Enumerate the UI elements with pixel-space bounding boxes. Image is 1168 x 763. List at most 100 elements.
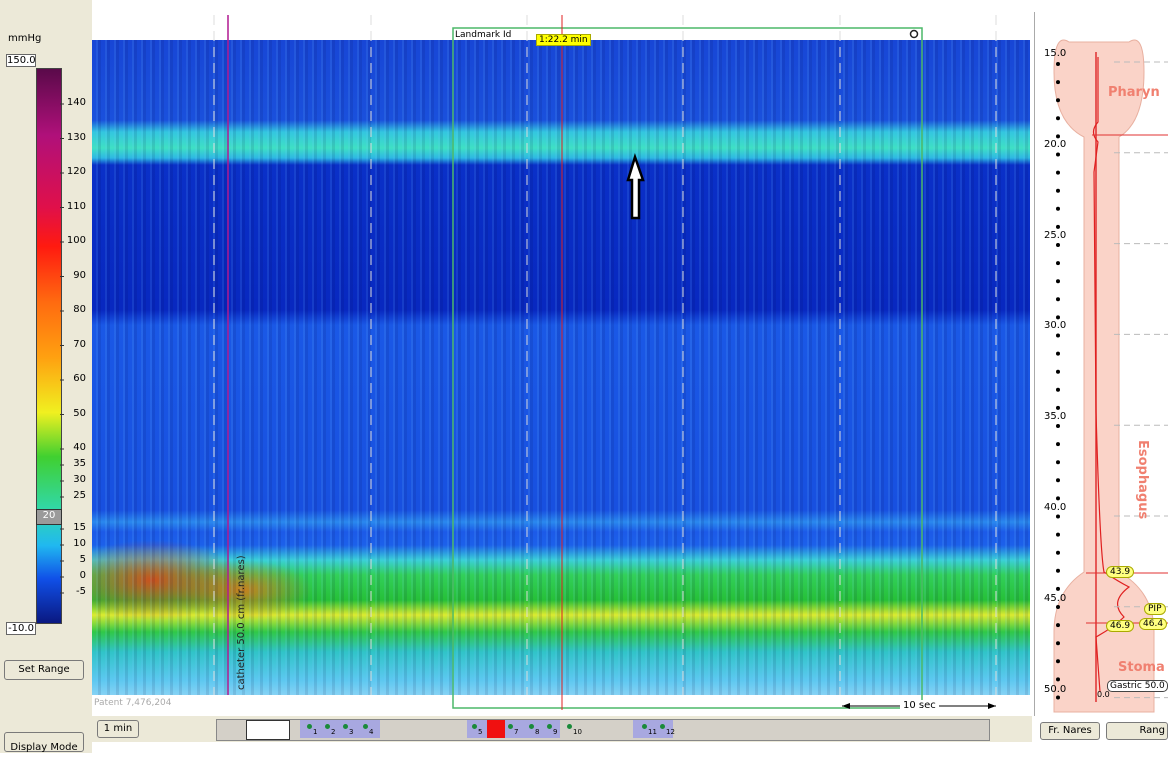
thumb-window[interactable] (246, 720, 290, 740)
sensor (1056, 424, 1060, 428)
thumb-number: 12 (666, 728, 675, 736)
screen: mmHg 150.0 -10.0 20 Set Range Display Mo… (0, 0, 1168, 753)
region-label: Pharyn (1108, 85, 1160, 100)
gastric-label: Gastric 50.0 (1107, 680, 1168, 692)
sensor (1056, 189, 1060, 193)
sensor (1056, 677, 1060, 681)
depth-label: 25.0 (1044, 230, 1066, 241)
scale-label: 10 sec (900, 700, 939, 711)
sensor (1056, 98, 1060, 102)
interval-button[interactable]: 1 min (97, 720, 139, 738)
thumb-number: 8 (535, 728, 539, 736)
thumb-number: 3 (349, 728, 353, 736)
sensor (1056, 62, 1060, 66)
sensor (1056, 243, 1060, 247)
sensor (1056, 623, 1060, 627)
thumb-dot (325, 724, 330, 729)
scale-label: 15 (66, 522, 86, 533)
depth-label: 15.0 (1044, 48, 1066, 59)
thumb-number: 9 (553, 728, 557, 736)
thumb-number: 1 (313, 728, 317, 736)
sensor (1056, 80, 1060, 84)
sensor (1056, 207, 1060, 211)
sensor (1056, 225, 1060, 229)
sensor (1056, 659, 1060, 663)
scale-label: 140 (66, 97, 86, 108)
thumb-current[interactable] (487, 720, 505, 738)
range-button[interactable]: Rang (1106, 722, 1168, 740)
depth-label: 50.0 (1044, 684, 1066, 695)
sensor (1056, 261, 1060, 265)
scale-label: 70 (66, 339, 86, 350)
region-label: Stoma (1118, 660, 1165, 675)
depth-label: 40.0 (1044, 502, 1066, 513)
sensor (1056, 533, 1060, 537)
thumb-dot (363, 724, 368, 729)
thumb-number: 11 (648, 728, 657, 736)
sensor (1056, 315, 1060, 319)
marker-label: 43.9 (1106, 566, 1134, 578)
catheter-label: catheter 50.0 cm (fr.nares) (236, 555, 247, 690)
thumb-dot (472, 724, 477, 729)
sensor (1056, 352, 1060, 356)
sensor (1056, 388, 1060, 392)
scale-label: 50 (66, 408, 86, 419)
overlay (0, 0, 1168, 753)
sensor (1056, 442, 1060, 446)
landmark-label: Landmark Id (455, 30, 511, 40)
thumb-number: 5 (478, 728, 482, 736)
sensor (1056, 134, 1060, 138)
thumb-dot (660, 724, 665, 729)
scale-label: 40 (66, 442, 86, 453)
sensor (1056, 587, 1060, 591)
thumb-number: 2 (331, 728, 335, 736)
thumb-dot (547, 724, 552, 729)
landmark-close[interactable] (911, 31, 918, 38)
thumb-dot (307, 724, 312, 729)
sensor (1056, 478, 1060, 482)
sensor (1056, 297, 1060, 301)
scale-label: 60 (66, 373, 86, 384)
thumb-dot (343, 724, 348, 729)
thumb-dot (642, 724, 647, 729)
marker-label: 46.4 (1139, 618, 1167, 630)
sensor (1056, 496, 1060, 500)
scale-label: 35 (66, 458, 86, 469)
thumb-number: 10 (573, 728, 582, 736)
thumb-dot (529, 724, 534, 729)
landmark-box[interactable] (453, 28, 922, 708)
depth-label: 20.0 (1044, 139, 1066, 150)
scale-label: 100 (66, 235, 86, 246)
patent-label: Patent 7,476,204 (94, 698, 172, 708)
scale-label: 30 (66, 474, 86, 485)
marker-label: 46.9 (1106, 620, 1134, 632)
thumb-group[interactable] (300, 720, 380, 738)
esophagus-shape (1054, 40, 1154, 712)
thumb-dot (567, 724, 572, 729)
depth-label: 45.0 (1044, 593, 1066, 604)
sensor (1056, 569, 1060, 573)
scale-label: 110 (66, 201, 86, 212)
thumb-number: 7 (514, 728, 518, 736)
sensor (1056, 641, 1060, 645)
scale-label: 120 (66, 166, 86, 177)
sensor (1056, 370, 1060, 374)
marker-label: PIP (1144, 603, 1166, 615)
depth-label: 35.0 (1044, 411, 1066, 422)
scale-label: 0 (66, 570, 86, 581)
depth-label: 30.0 (1044, 320, 1066, 331)
sensor (1056, 171, 1060, 175)
arrow (628, 157, 643, 218)
region-label: Esophagus (1135, 440, 1150, 519)
thumb-dot (508, 724, 513, 729)
sensor (1056, 605, 1060, 609)
scale-label: 5 (66, 554, 86, 565)
sensor (1056, 515, 1060, 519)
sensor (1056, 153, 1060, 157)
scale-label: 90 (66, 270, 86, 281)
sensor (1056, 334, 1060, 338)
sensor (1056, 696, 1060, 700)
fr-nares-button[interactable]: Fr. Nares (1040, 722, 1100, 740)
scale-label: 25 (66, 490, 86, 501)
scale-label: 80 (66, 304, 86, 315)
